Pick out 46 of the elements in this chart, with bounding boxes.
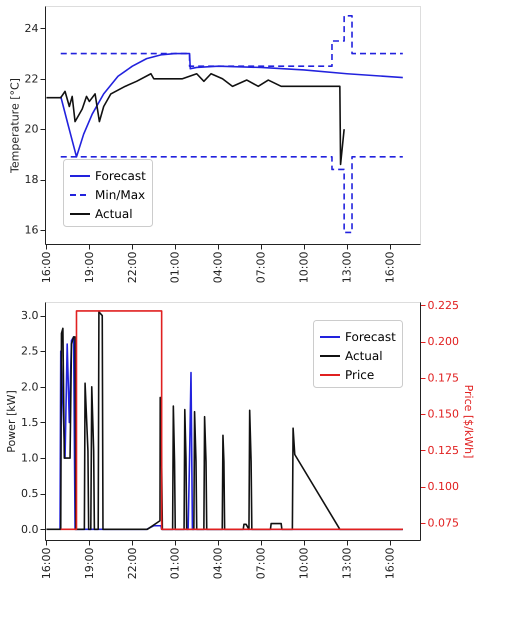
y2-tick-label: 0.175 bbox=[428, 371, 459, 384]
legend-label: Min/Max bbox=[95, 188, 146, 202]
legend-label: Actual bbox=[345, 349, 383, 363]
y2-tick-label: 0.075 bbox=[428, 516, 459, 530]
y-axis-title: Power [kW] bbox=[5, 390, 18, 453]
y-tick-label: 20 bbox=[24, 122, 38, 136]
legend-label: Actual bbox=[95, 207, 133, 221]
y2-axis-title: Price [$/kWh] bbox=[462, 384, 475, 458]
y2-tick-label: 0.150 bbox=[428, 408, 459, 421]
y2-tick-label: 0.225 bbox=[428, 298, 459, 312]
x-tick-label: 19:00 bbox=[82, 548, 96, 580]
x-tick-label: 01:00 bbox=[168, 252, 182, 284]
x-tick-label: 16:00 bbox=[40, 548, 53, 580]
y2-tick-label: 0.125 bbox=[428, 444, 459, 457]
x-tick-label: 16:00 bbox=[383, 548, 396, 580]
x-tick-label: 10:00 bbox=[298, 548, 311, 580]
legend-label: Forecast bbox=[345, 330, 396, 344]
x-tick-label: 07:00 bbox=[254, 548, 268, 580]
y-tick-label: 16 bbox=[24, 223, 38, 236]
y-tick-label: 0.0 bbox=[21, 522, 38, 536]
x-tick-label: 10:00 bbox=[298, 252, 311, 284]
x-tick-label: 16:00 bbox=[383, 252, 396, 284]
x-tick-label: 07:00 bbox=[254, 252, 268, 284]
x-tick-label: 22:00 bbox=[126, 548, 139, 580]
y2-tick-label: 0.200 bbox=[428, 335, 459, 348]
x-tick-label: 04:00 bbox=[212, 252, 225, 284]
y-tick-label: 0.5 bbox=[21, 487, 38, 500]
y-tick-label: 22 bbox=[24, 72, 38, 86]
y-tick-label: 18 bbox=[24, 173, 38, 186]
x-tick-label: 19:00 bbox=[82, 252, 96, 284]
x-tick-label: 04:00 bbox=[212, 548, 225, 580]
y-axis-title: Temperature [°C] bbox=[8, 78, 22, 174]
legend-label: Price bbox=[345, 368, 374, 382]
x-tick-label: 22:00 bbox=[126, 252, 139, 284]
y-tick-label: 2.0 bbox=[21, 380, 38, 394]
y-tick-label: 3.0 bbox=[21, 309, 38, 322]
y-tick-label: 1.5 bbox=[21, 416, 38, 429]
x-tick-label: 13:00 bbox=[340, 548, 354, 580]
legend-label: Forecast bbox=[95, 169, 146, 183]
y-tick-label: 24 bbox=[24, 22, 38, 35]
y2-tick-label: 0.100 bbox=[428, 480, 459, 494]
y-tick-label: 2.5 bbox=[21, 344, 38, 358]
y-tick-label: 1.0 bbox=[21, 452, 38, 465]
x-tick-label: 01:00 bbox=[168, 548, 182, 580]
x-tick-label: 13:00 bbox=[340, 252, 354, 284]
x-tick-label: 16:00 bbox=[40, 252, 53, 284]
